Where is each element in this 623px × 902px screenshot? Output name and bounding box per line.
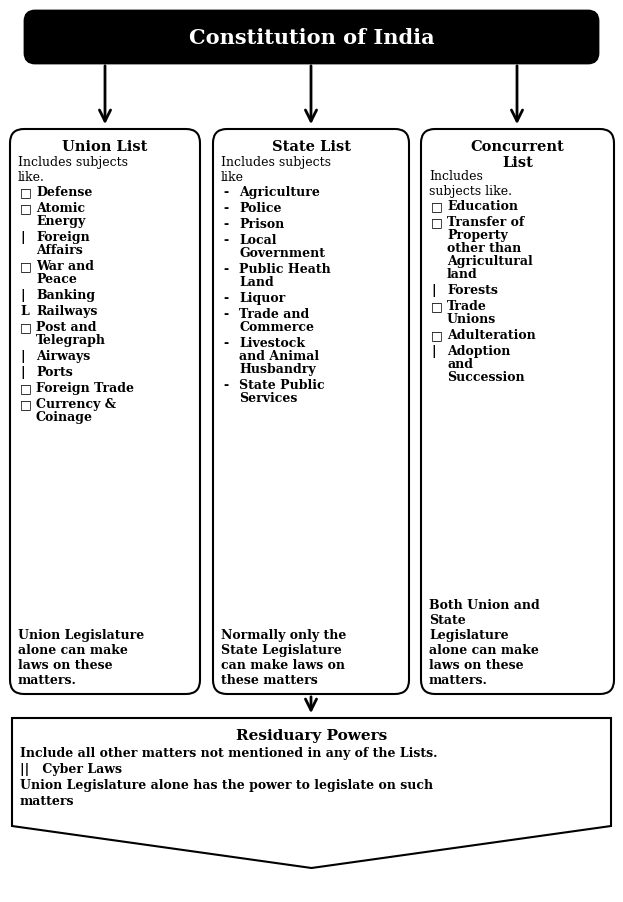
Text: matters: matters [20, 794, 75, 807]
Text: Concurrent
List: Concurrent List [470, 140, 564, 170]
Text: Police: Police [239, 202, 282, 215]
Text: Foreign: Foreign [36, 231, 90, 244]
Text: -: - [223, 308, 228, 320]
Text: other than: other than [447, 242, 521, 254]
Text: Land: Land [239, 276, 273, 289]
Text: Union Legislature alone has the power to legislate on such: Union Legislature alone has the power to… [20, 778, 433, 791]
Text: □: □ [20, 186, 32, 198]
Text: Include all other matters not mentioned in any of the Lists.: Include all other matters not mentioned … [20, 746, 437, 759]
Text: Peace: Peace [36, 272, 77, 286]
Text: land: land [447, 268, 478, 281]
Text: Includes subjects
like: Includes subjects like [221, 156, 331, 184]
Text: -: - [223, 336, 228, 350]
Text: |: | [20, 365, 25, 379]
Text: and Animal: and Animal [239, 350, 319, 363]
Text: □: □ [20, 398, 32, 410]
Text: State Public: State Public [239, 379, 325, 391]
FancyBboxPatch shape [10, 130, 200, 695]
Text: Post and: Post and [36, 320, 97, 334]
Text: |: | [20, 231, 25, 244]
Text: Ports: Ports [36, 365, 73, 379]
Text: Affairs: Affairs [36, 244, 83, 257]
Text: |: | [431, 284, 435, 297]
Text: Agriculture: Agriculture [239, 186, 320, 198]
Text: Unions: Unions [447, 313, 497, 326]
Text: Banking: Banking [36, 289, 95, 301]
Text: □: □ [20, 260, 32, 272]
Text: Airways: Airways [36, 350, 90, 363]
Text: Local: Local [239, 234, 277, 247]
Text: ||   Cyber Laws: || Cyber Laws [20, 762, 122, 775]
Text: Foreign Trade: Foreign Trade [36, 382, 134, 394]
Text: Energy: Energy [36, 215, 85, 227]
Text: Includes subjects
like.: Includes subjects like. [18, 156, 128, 184]
FancyBboxPatch shape [421, 130, 614, 695]
Text: |: | [20, 289, 25, 301]
Text: Commerce: Commerce [239, 320, 314, 334]
Text: □: □ [431, 299, 443, 313]
Text: Union List: Union List [62, 140, 148, 154]
Text: Currency &: Currency & [36, 398, 116, 410]
Polygon shape [12, 718, 611, 868]
Text: -: - [223, 379, 228, 391]
Text: □: □ [20, 202, 32, 215]
Text: Adoption: Adoption [447, 345, 510, 357]
Text: □: □ [431, 328, 443, 342]
Text: Railways: Railways [36, 305, 97, 318]
Text: □: □ [20, 320, 32, 334]
Text: Education: Education [447, 199, 518, 213]
FancyBboxPatch shape [213, 130, 409, 695]
Text: □: □ [20, 382, 32, 394]
Text: Trade and: Trade and [239, 308, 309, 320]
Text: |: | [431, 345, 435, 357]
Text: Atomic: Atomic [36, 202, 85, 215]
Text: Adulteration: Adulteration [447, 328, 536, 342]
Text: Husbandry: Husbandry [239, 363, 316, 375]
Text: Services: Services [239, 391, 297, 405]
Text: State List: State List [272, 140, 351, 154]
Text: -: - [223, 217, 228, 231]
Text: Coinage: Coinage [36, 410, 93, 424]
Text: Defense: Defense [36, 186, 92, 198]
Text: Property: Property [447, 229, 508, 242]
Text: |: | [20, 350, 25, 363]
Text: Transfer of: Transfer of [447, 216, 524, 229]
Text: -: - [223, 186, 228, 198]
Text: Residuary Powers: Residuary Powers [236, 728, 387, 742]
Text: Telegraph: Telegraph [36, 334, 106, 346]
Text: Government: Government [239, 247, 325, 260]
Text: Forests: Forests [447, 284, 498, 297]
Text: Trade: Trade [447, 299, 487, 313]
Text: Includes
subjects like.: Includes subjects like. [429, 170, 512, 198]
Text: War and: War and [36, 260, 94, 272]
Text: Succession: Succession [447, 371, 525, 383]
Text: □: □ [431, 216, 443, 229]
Text: Livestock: Livestock [239, 336, 305, 350]
Text: Constitution of India: Constitution of India [189, 28, 434, 48]
Text: □: □ [431, 199, 443, 213]
Text: and: and [447, 357, 473, 371]
Text: Prison: Prison [239, 217, 284, 231]
Text: -: - [223, 291, 228, 305]
Text: Public Heath: Public Heath [239, 262, 331, 276]
FancyBboxPatch shape [25, 12, 598, 64]
Text: Liquor: Liquor [239, 291, 285, 305]
Text: Normally only the
State Legislature
can make laws on
these matters: Normally only the State Legislature can … [221, 629, 346, 686]
Text: -: - [223, 262, 228, 276]
Text: -: - [223, 202, 228, 215]
Text: Union Legislature
alone can make
laws on these
matters.: Union Legislature alone can make laws on… [18, 629, 145, 686]
Text: -: - [223, 234, 228, 247]
Text: L: L [20, 305, 29, 318]
Text: Both Union and
State
Legislature
alone can make
laws on these
matters.: Both Union and State Legislature alone c… [429, 598, 540, 686]
Text: Agricultural: Agricultural [447, 254, 533, 268]
